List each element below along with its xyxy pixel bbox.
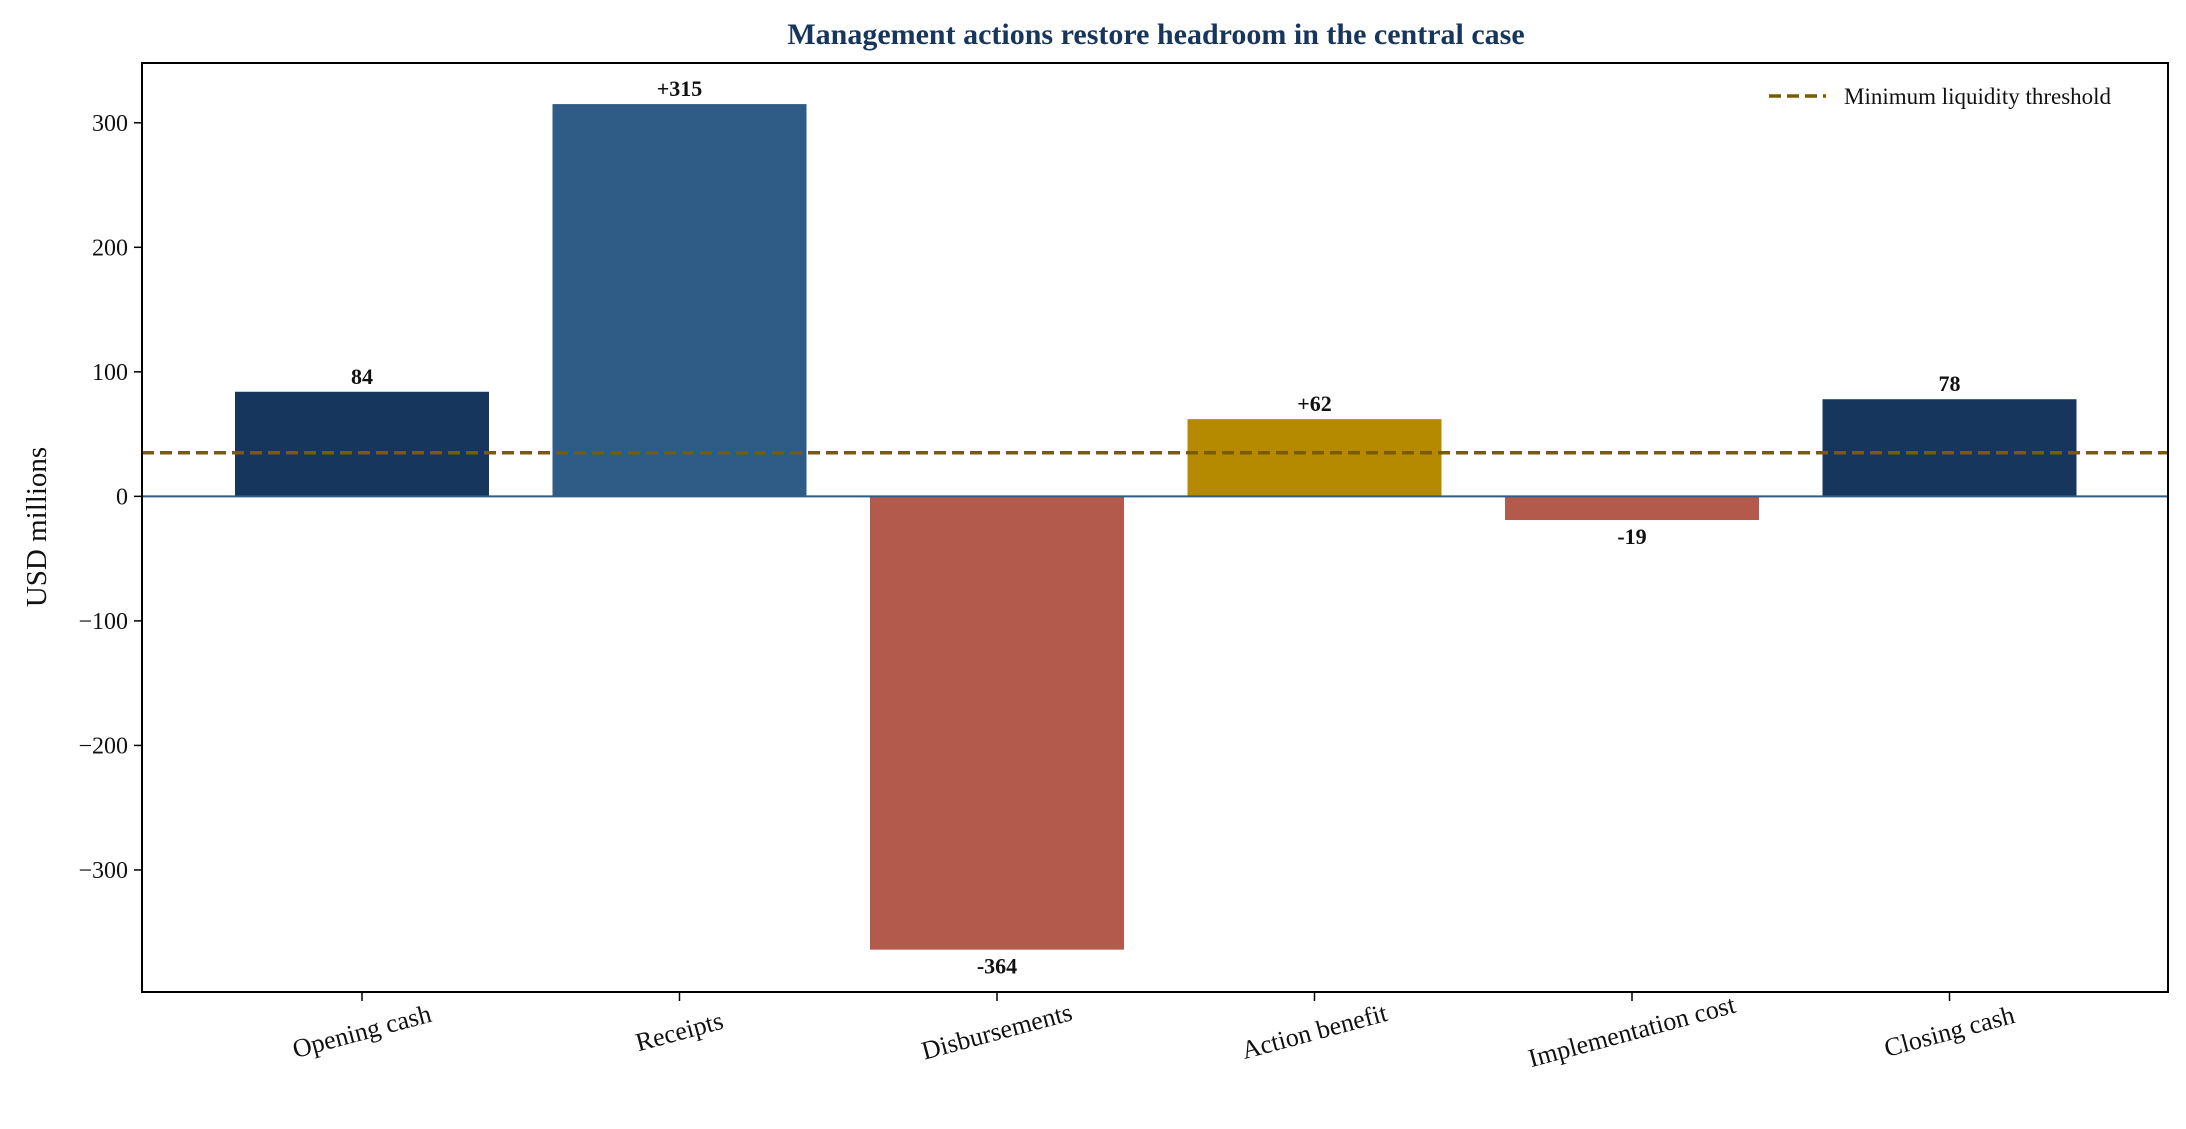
bar-value-label: -19 — [1617, 524, 1646, 549]
plot-frame — [141, 62, 2169, 993]
y-tick-label: −100 — [78, 609, 128, 635]
x-category-label: Opening cash — [289, 999, 434, 1064]
x-category-label: Closing cash — [1881, 1000, 2018, 1063]
bar-5 — [1822, 399, 2077, 497]
bar-value-label: +62 — [1297, 391, 1332, 416]
bars-layer — [235, 104, 2077, 950]
bar-value-label: +315 — [657, 76, 703, 101]
legend: Minimum liquidity threshold — [1769, 84, 2112, 109]
x-category-label: Receipts — [632, 1006, 726, 1057]
y-tick-label: 100 — [92, 360, 128, 386]
bar-2 — [870, 496, 1124, 950]
chart-title: Management actions restore headroom in t… — [787, 18, 1524, 51]
reference-lines — [142, 451, 2168, 498]
y-tick-label: 0 — [116, 484, 128, 510]
bar-4 — [1505, 496, 1759, 521]
bar-1 — [552, 104, 807, 497]
bar-value-label: 84 — [351, 364, 373, 389]
bar-value-label: 78 — [1939, 371, 1961, 396]
x-category-label: Implementation cost — [1525, 990, 1739, 1073]
y-tick-label: −300 — [78, 858, 128, 884]
bar-value-label: -364 — [977, 954, 1017, 979]
y-tick-label: −200 — [78, 733, 128, 759]
x-category-label: Disbursements — [918, 998, 1075, 1066]
bar-3 — [1187, 419, 1442, 497]
y-axis-label: USD millions — [21, 447, 53, 607]
data-labels: 84 +315 -364 +62 -19 78 — [351, 76, 1961, 979]
y-tick-label: 300 — [92, 111, 128, 137]
legend-threshold-label: Minimum liquidity threshold — [1844, 84, 2112, 109]
bar-0 — [235, 391, 489, 497]
x-category-label: Action benefit — [1238, 998, 1391, 1065]
y-tick-label: 200 — [92, 235, 128, 261]
